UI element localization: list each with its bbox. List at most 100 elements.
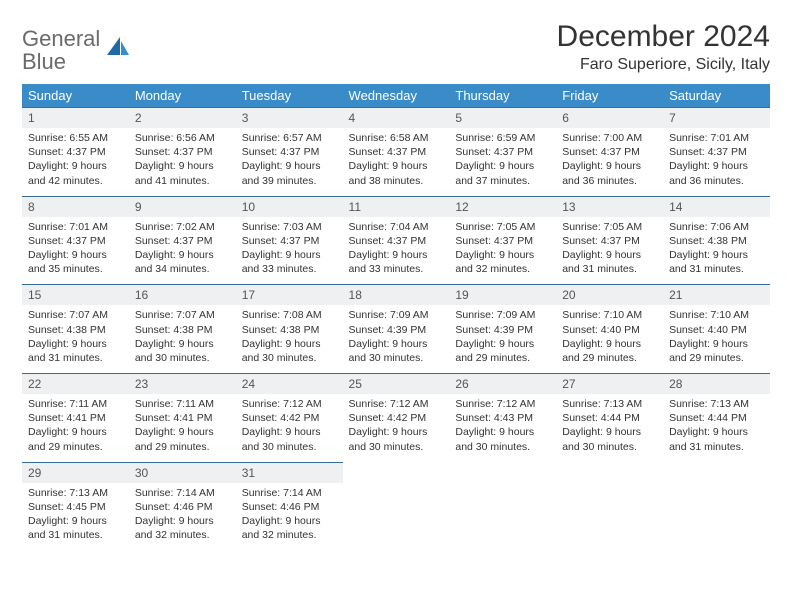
day-details: Sunrise: 6:56 AMSunset: 4:37 PMDaylight:… [129,128,236,196]
calendar-cell: 5Sunrise: 6:59 AMSunset: 4:37 PMDaylight… [449,107,556,196]
calendar-cell: 9Sunrise: 7:02 AMSunset: 4:37 PMDaylight… [129,196,236,285]
day-details: Sunrise: 7:09 AMSunset: 4:39 PMDaylight:… [343,305,450,373]
day-number: 23 [129,374,236,394]
day-number: 5 [449,108,556,128]
calendar-cell: 28Sunrise: 7:13 AMSunset: 4:44 PMDayligh… [663,373,770,462]
day-number: 8 [22,197,129,217]
logo: General Blue [22,20,131,74]
day-number: 3 [236,108,343,128]
logo-sail-icon [105,35,131,57]
day-number: 11 [343,197,450,217]
day-number: 6 [556,108,663,128]
weekday-header: Sunday [22,84,129,107]
day-details: Sunrise: 6:58 AMSunset: 4:37 PMDaylight:… [343,128,450,196]
calendar-cell: 31Sunrise: 7:14 AMSunset: 4:46 PMDayligh… [236,462,343,551]
calendar-cell: 27Sunrise: 7:13 AMSunset: 4:44 PMDayligh… [556,373,663,462]
calendar-cell [556,462,663,551]
logo-word1: General [22,26,100,51]
weekday-header: Tuesday [236,84,343,107]
day-details: Sunrise: 7:12 AMSunset: 4:43 PMDaylight:… [449,394,556,462]
day-details: Sunrise: 7:07 AMSunset: 4:38 PMDaylight:… [129,305,236,373]
weekday-header: Saturday [663,84,770,107]
calendar-cell [663,462,770,551]
day-details: Sunrise: 7:05 AMSunset: 4:37 PMDaylight:… [449,217,556,285]
day-number: 29 [22,463,129,483]
day-number: 21 [663,285,770,305]
day-details: Sunrise: 7:12 AMSunset: 4:42 PMDaylight:… [236,394,343,462]
day-number: 16 [129,285,236,305]
day-number: 27 [556,374,663,394]
calendar-cell: 11Sunrise: 7:04 AMSunset: 4:37 PMDayligh… [343,196,450,285]
calendar-cell: 19Sunrise: 7:09 AMSunset: 4:39 PMDayligh… [449,284,556,373]
day-number: 4 [343,108,450,128]
day-number: 18 [343,285,450,305]
calendar-cell: 6Sunrise: 7:00 AMSunset: 4:37 PMDaylight… [556,107,663,196]
calendar-row: 15Sunrise: 7:07 AMSunset: 4:38 PMDayligh… [22,284,770,373]
day-details: Sunrise: 7:02 AMSunset: 4:37 PMDaylight:… [129,217,236,285]
title-block: December 2024 Faro Superiore, Sicily, It… [557,20,770,74]
day-number: 20 [556,285,663,305]
calendar-row: 22Sunrise: 7:11 AMSunset: 4:41 PMDayligh… [22,373,770,462]
day-number: 24 [236,374,343,394]
day-number: 31 [236,463,343,483]
day-number: 17 [236,285,343,305]
header: General Blue December 2024 Faro Superior… [22,20,770,74]
calendar-cell: 10Sunrise: 7:03 AMSunset: 4:37 PMDayligh… [236,196,343,285]
calendar-cell: 21Sunrise: 7:10 AMSunset: 4:40 PMDayligh… [663,284,770,373]
day-details: Sunrise: 7:13 AMSunset: 4:44 PMDaylight:… [663,394,770,462]
day-details: Sunrise: 7:13 AMSunset: 4:45 PMDaylight:… [22,483,129,551]
weekday-header: Thursday [449,84,556,107]
calendar-cell: 12Sunrise: 7:05 AMSunset: 4:37 PMDayligh… [449,196,556,285]
calendar-cell: 23Sunrise: 7:11 AMSunset: 4:41 PMDayligh… [129,373,236,462]
day-details: Sunrise: 7:12 AMSunset: 4:42 PMDaylight:… [343,394,450,462]
calendar-row: 29Sunrise: 7:13 AMSunset: 4:45 PMDayligh… [22,462,770,551]
day-number: 25 [343,374,450,394]
day-number: 1 [22,108,129,128]
weekday-header: Monday [129,84,236,107]
day-details: Sunrise: 7:11 AMSunset: 4:41 PMDaylight:… [22,394,129,462]
calendar-cell: 16Sunrise: 7:07 AMSunset: 4:38 PMDayligh… [129,284,236,373]
day-details: Sunrise: 7:09 AMSunset: 4:39 PMDaylight:… [449,305,556,373]
day-number: 15 [22,285,129,305]
calendar-cell: 24Sunrise: 7:12 AMSunset: 4:42 PMDayligh… [236,373,343,462]
day-number: 13 [556,197,663,217]
day-number: 10 [236,197,343,217]
calendar-cell: 17Sunrise: 7:08 AMSunset: 4:38 PMDayligh… [236,284,343,373]
calendar-row: 8Sunrise: 7:01 AMSunset: 4:37 PMDaylight… [22,196,770,285]
day-number: 19 [449,285,556,305]
day-number: 28 [663,374,770,394]
calendar-cell: 30Sunrise: 7:14 AMSunset: 4:46 PMDayligh… [129,462,236,551]
day-details: Sunrise: 7:05 AMSunset: 4:37 PMDaylight:… [556,217,663,285]
weekday-header-row: SundayMondayTuesdayWednesdayThursdayFrid… [22,84,770,107]
logo-word2: Blue [22,49,66,74]
day-details: Sunrise: 7:13 AMSunset: 4:44 PMDaylight:… [556,394,663,462]
day-number: 12 [449,197,556,217]
weekday-header: Wednesday [343,84,450,107]
calendar-cell: 1Sunrise: 6:55 AMSunset: 4:37 PMDaylight… [22,107,129,196]
calendar-cell: 18Sunrise: 7:09 AMSunset: 4:39 PMDayligh… [343,284,450,373]
calendar-cell: 22Sunrise: 7:11 AMSunset: 4:41 PMDayligh… [22,373,129,462]
calendar-cell: 2Sunrise: 6:56 AMSunset: 4:37 PMDaylight… [129,107,236,196]
day-details: Sunrise: 7:08 AMSunset: 4:38 PMDaylight:… [236,305,343,373]
calendar-cell [343,462,450,551]
day-details: Sunrise: 7:03 AMSunset: 4:37 PMDaylight:… [236,217,343,285]
day-details: Sunrise: 6:59 AMSunset: 4:37 PMDaylight:… [449,128,556,196]
calendar-cell: 29Sunrise: 7:13 AMSunset: 4:45 PMDayligh… [22,462,129,551]
day-details: Sunrise: 7:14 AMSunset: 4:46 PMDaylight:… [236,483,343,551]
calendar-table: SundayMondayTuesdayWednesdayThursdayFrid… [22,84,770,550]
day-details: Sunrise: 7:11 AMSunset: 4:41 PMDaylight:… [129,394,236,462]
day-number: 9 [129,197,236,217]
day-details: Sunrise: 6:57 AMSunset: 4:37 PMDaylight:… [236,128,343,196]
day-details: Sunrise: 7:07 AMSunset: 4:38 PMDaylight:… [22,305,129,373]
day-details: Sunrise: 7:01 AMSunset: 4:37 PMDaylight:… [663,128,770,196]
calendar-cell: 13Sunrise: 7:05 AMSunset: 4:37 PMDayligh… [556,196,663,285]
day-number: 14 [663,197,770,217]
calendar-cell: 20Sunrise: 7:10 AMSunset: 4:40 PMDayligh… [556,284,663,373]
calendar-row: 1Sunrise: 6:55 AMSunset: 4:37 PMDaylight… [22,107,770,196]
weekday-header: Friday [556,84,663,107]
calendar-cell: 8Sunrise: 7:01 AMSunset: 4:37 PMDaylight… [22,196,129,285]
day-number: 26 [449,374,556,394]
day-number: 22 [22,374,129,394]
day-details: Sunrise: 7:06 AMSunset: 4:38 PMDaylight:… [663,217,770,285]
day-details: Sunrise: 7:10 AMSunset: 4:40 PMDaylight:… [663,305,770,373]
